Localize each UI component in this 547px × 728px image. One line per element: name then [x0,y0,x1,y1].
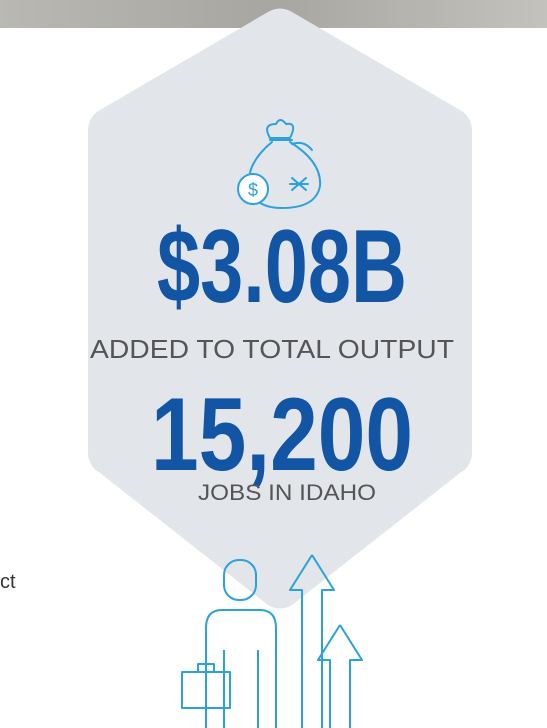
stat-label: ADDED TO TOTAL OUTPUT [90,334,454,364]
hexagon [88,8,472,609]
stat-label: JOBS IN IDAHO [198,480,376,505]
money-bag-icon: $ [237,119,322,209]
person-arrows-icon [181,554,363,728]
svg-text:$: $ [248,180,258,200]
stat-value: 15,200 [151,377,413,493]
side-text: ct [0,571,16,593]
stat-value: $3.08B [157,209,407,325]
